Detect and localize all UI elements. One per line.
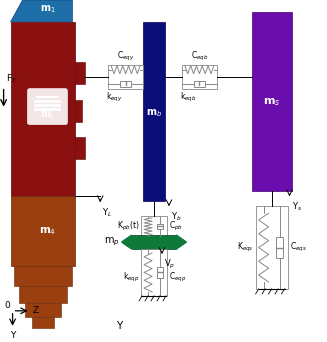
Bar: [276, 237, 283, 258]
Bar: [141, 216, 167, 236]
Text: Y$_s$: Y$_s$: [291, 200, 302, 213]
Bar: [14, 266, 72, 286]
Text: Y$_b$: Y$_b$: [171, 210, 182, 223]
Bar: [108, 65, 143, 89]
Text: m$_L$: m$_L$: [40, 110, 55, 121]
Text: Y: Y: [116, 321, 122, 331]
Text: Y: Y: [10, 331, 15, 340]
Bar: [10, 22, 75, 196]
Text: C$_{eqy}$: C$_{eqy}$: [117, 50, 134, 63]
Bar: [132, 235, 177, 249]
Bar: [75, 62, 85, 84]
Text: m$_p$: m$_p$: [104, 236, 120, 248]
Text: C$_{eqp}$: C$_{eqp}$: [169, 271, 186, 284]
Text: k$_{eqp}$: k$_{eqp}$: [123, 271, 139, 284]
Bar: [10, 196, 75, 266]
Bar: [252, 12, 291, 191]
Text: m$_4$: m$_4$: [39, 225, 56, 237]
Text: K$_{pb}$(t): K$_{pb}$(t): [117, 220, 139, 233]
Bar: [75, 137, 85, 159]
Bar: [143, 22, 165, 201]
FancyBboxPatch shape: [27, 89, 67, 124]
Bar: [256, 206, 287, 289]
Text: 0: 0: [5, 301, 10, 310]
Bar: [19, 286, 67, 303]
Text: Z: Z: [32, 306, 39, 315]
Text: C$_{eqb}$: C$_{eqb}$: [191, 50, 208, 63]
Text: k$_{eqb}$: k$_{eqb}$: [180, 91, 196, 104]
Bar: [157, 224, 163, 229]
Bar: [31, 317, 54, 328]
Text: k$_{eqy}$: k$_{eqy}$: [106, 91, 123, 104]
Bar: [75, 100, 82, 121]
Polygon shape: [177, 235, 186, 249]
Polygon shape: [10, 0, 72, 22]
Text: Y$_L$: Y$_L$: [102, 206, 112, 219]
Text: F$_Y$: F$_Y$: [6, 72, 17, 85]
Text: m$_1$: m$_1$: [40, 3, 55, 15]
Text: m$_b$: m$_b$: [146, 108, 162, 119]
Bar: [194, 81, 205, 87]
Text: K$_{eqs}$: K$_{eqs}$: [237, 241, 254, 254]
Bar: [120, 81, 131, 87]
Text: V$_p$: V$_p$: [164, 258, 175, 271]
Polygon shape: [122, 235, 132, 249]
Text: C$_{pb}$: C$_{pb}$: [169, 220, 183, 233]
Bar: [157, 267, 163, 278]
Bar: [182, 65, 217, 89]
Bar: [141, 249, 167, 296]
Bar: [25, 303, 61, 317]
Text: m$_s$: m$_s$: [263, 96, 280, 107]
Text: C$_{eqs}$: C$_{eqs}$: [289, 241, 306, 254]
